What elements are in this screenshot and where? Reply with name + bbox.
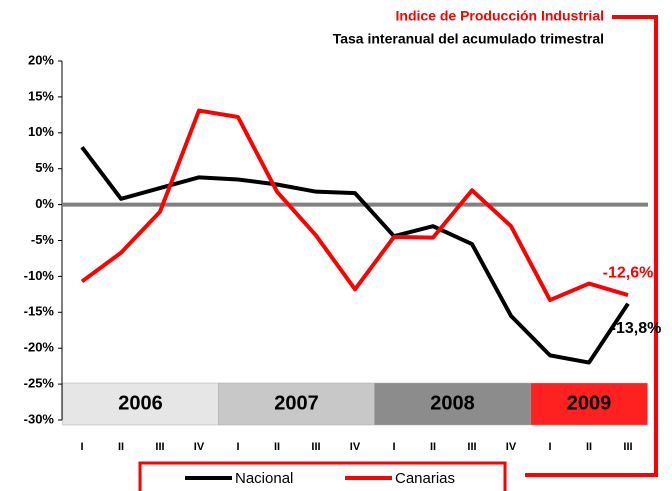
x-tick-label: III (155, 441, 164, 453)
y-tick-label: 0% (35, 196, 54, 211)
x-tick-label: I (392, 441, 395, 453)
x-tick-label: II (274, 441, 280, 453)
x-tick-label: I (548, 441, 551, 453)
year-label: 2007 (274, 392, 319, 414)
x-tick-label: IV (194, 441, 205, 453)
year-label: 2009 (567, 392, 612, 414)
x-tick-label: II (430, 441, 436, 453)
chart-subtitle: Tasa interanual del acumulado trimestral (333, 31, 604, 47)
legend-label: Nacional (235, 470, 293, 487)
y-tick-label: 10% (28, 124, 54, 139)
year-label: 2006 (118, 392, 163, 414)
x-tick-label: IV (506, 441, 517, 453)
y-tick-label: -20% (24, 340, 55, 355)
x-tick-label: I (80, 441, 83, 453)
legend-label: Canarias (395, 470, 455, 487)
y-tick-label: 15% (28, 88, 54, 103)
legend-box (138, 461, 507, 491)
y-tick-label: -30% (24, 411, 55, 426)
x-tick-label: III (623, 441, 632, 453)
x-tick-label: IV (350, 441, 361, 453)
data-label: -13,8% (611, 320, 662, 337)
x-tick-label: II (118, 441, 124, 453)
chart-title: Indice de Producción Industrial (396, 8, 604, 24)
x-tick-label: III (311, 441, 320, 453)
series-line (80, 145, 630, 365)
bracket (525, 15, 658, 477)
x-tick-label: III (467, 441, 476, 453)
year-band (218, 382, 375, 426)
x-tick-label: I (236, 441, 239, 453)
y-tick-label: 20% (28, 52, 54, 67)
y-tick-label: -5% (31, 232, 55, 247)
x-tick-label: II (586, 441, 592, 453)
y-tick-label: 5% (35, 160, 54, 175)
year-label: 2008 (430, 392, 475, 414)
data-label: -12,6% (603, 264, 654, 281)
y-tick-label: -10% (24, 268, 55, 283)
series-line (80, 108, 629, 303)
year-band (530, 382, 648, 426)
year-band (374, 382, 531, 426)
y-tick-label: -15% (24, 304, 55, 319)
y-tick-label: -25% (24, 376, 55, 391)
